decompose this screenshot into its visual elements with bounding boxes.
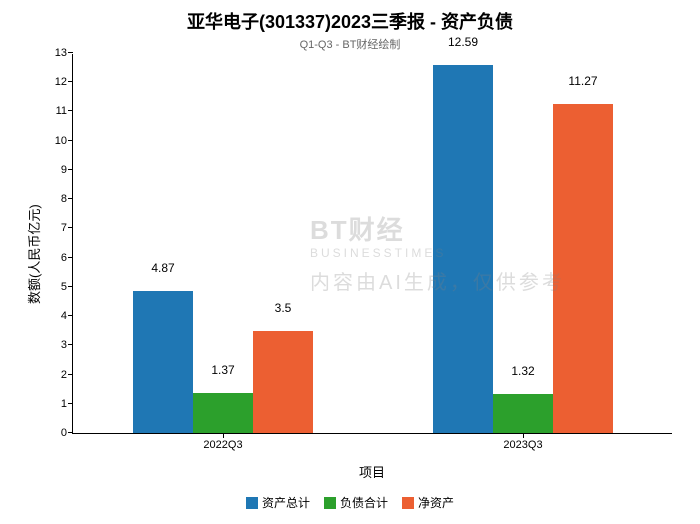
y-tick-mark — [68, 227, 73, 228]
y-tick-mark — [68, 286, 73, 287]
bar-value-label: 3.5 — [275, 301, 292, 315]
bar — [193, 393, 253, 433]
y-tick-mark — [68, 257, 73, 258]
legend-swatch — [402, 497, 414, 509]
legend-label: 资产总计 — [262, 494, 310, 511]
bar — [493, 394, 553, 433]
legend-label: 负债合计 — [340, 494, 388, 511]
y-tick-label: 9 — [61, 164, 73, 176]
bar-value-label: 11.27 — [568, 74, 597, 88]
x-axis-label: 项目 — [72, 462, 672, 481]
y-tick-mark — [68, 198, 73, 199]
y-tick-label: 2 — [61, 369, 73, 381]
x-tick-mark — [223, 433, 224, 438]
y-tick-mark — [68, 344, 73, 345]
x-tick-mark — [523, 433, 524, 438]
chart-title: 亚华电子(301337)2023三季报 - 资产负债 — [0, 0, 700, 34]
y-tick-label: 3 — [61, 339, 73, 351]
y-tick-label: 8 — [61, 193, 73, 205]
bar-value-label: 12.59 — [448, 35, 478, 49]
y-tick-label: 5 — [61, 281, 73, 293]
plot-area: 0123456789101112132022Q34.871.373.52023Q… — [72, 54, 672, 434]
y-axis-label: 数额(人民币亿元) — [24, 204, 43, 304]
y-tick-label: 12 — [55, 76, 73, 88]
y-tick-label: 0 — [61, 427, 73, 439]
legend-swatch — [246, 497, 258, 509]
y-tick-mark — [68, 432, 73, 433]
y-tick-label: 10 — [55, 135, 73, 147]
legend-item: 资产总计 — [246, 494, 310, 511]
y-tick-mark — [68, 315, 73, 316]
chart-subtitle: Q1-Q3 - BT财经绘制 — [0, 36, 700, 52]
y-tick-mark — [68, 52, 73, 53]
y-tick-mark — [68, 169, 73, 170]
y-tick-mark — [68, 374, 73, 375]
bar — [553, 104, 613, 433]
y-tick-label: 13 — [55, 47, 73, 59]
legend: 资产总计 负债合计 净资产 — [220, 494, 480, 511]
y-tick-label: 6 — [61, 252, 73, 264]
chart-container: 亚华电子(301337)2023三季报 - 资产负债 Q1-Q3 - BT财经绘… — [0, 0, 700, 524]
bar-value-label: 4.87 — [151, 261, 174, 275]
bar-value-label: 1.32 — [511, 364, 534, 378]
legend-swatch — [324, 497, 336, 509]
y-tick-label: 1 — [61, 398, 73, 410]
y-tick-mark — [68, 110, 73, 111]
bar — [433, 65, 493, 433]
y-tick-label: 4 — [61, 310, 73, 322]
legend-item: 净资产 — [402, 494, 454, 511]
bar — [253, 331, 313, 433]
y-tick-mark — [68, 81, 73, 82]
legend-item: 负债合计 — [324, 494, 388, 511]
y-tick-mark — [68, 403, 73, 404]
legend-label: 净资产 — [418, 494, 454, 511]
y-tick-label: 11 — [56, 105, 73, 117]
y-tick-mark — [68, 140, 73, 141]
y-tick-label: 7 — [61, 222, 73, 234]
bar-value-label: 1.37 — [211, 363, 234, 377]
bar — [133, 291, 193, 433]
